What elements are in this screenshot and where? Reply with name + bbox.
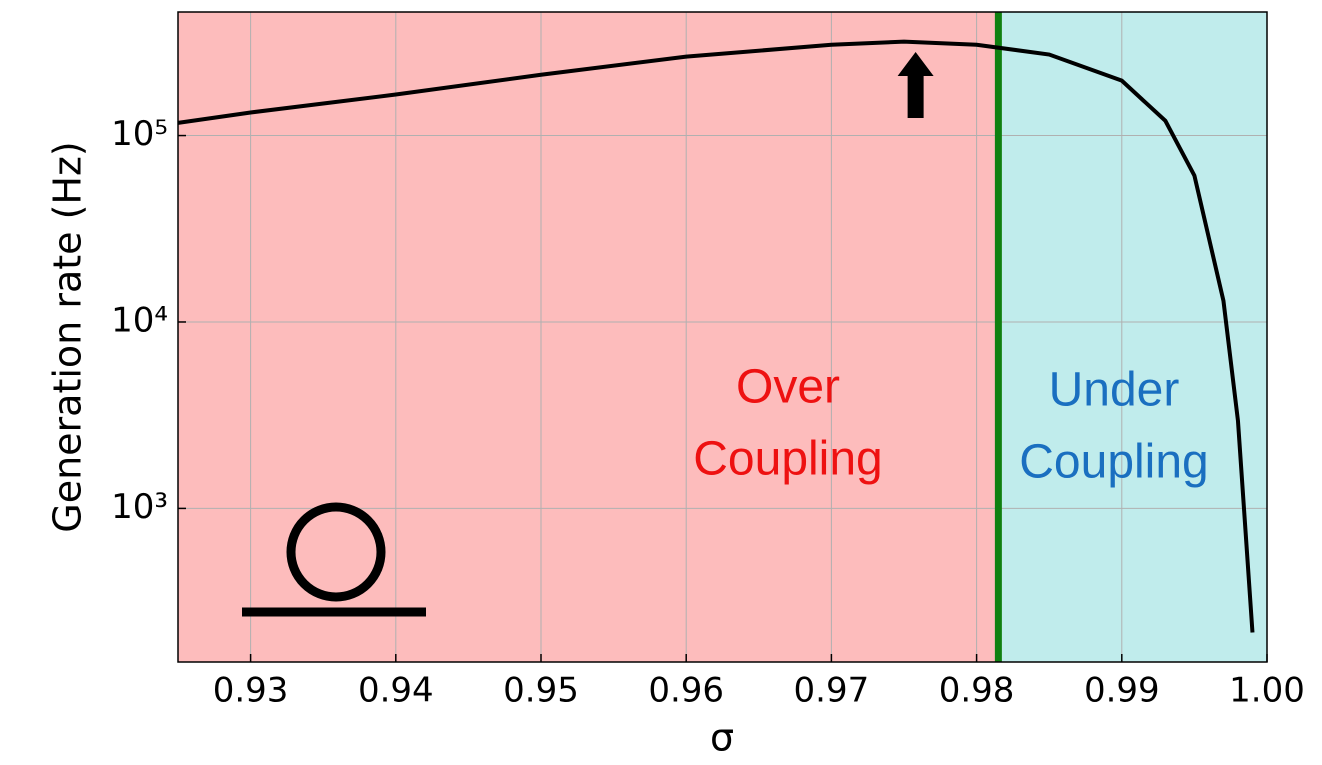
y-tick-label: 10⁴ <box>111 300 168 340</box>
x-tick-label: 0.97 <box>794 671 870 711</box>
annotation: Coupling <box>1019 436 1208 489</box>
y-tick-label: 10⁵ <box>111 114 168 154</box>
x-tick-label: 0.95 <box>503 671 579 711</box>
over-coupling-region <box>178 12 999 662</box>
x-tick-label: 0.94 <box>358 671 434 711</box>
plot-frame <box>177 11 1268 663</box>
x-tick-label: 0.99 <box>1084 671 1160 711</box>
x-axis-label: σ <box>710 716 734 760</box>
x-tick-label: 0.93 <box>213 671 289 711</box>
ring-icon <box>242 502 426 617</box>
plot-area <box>178 12 1268 662</box>
under-coupling-region <box>998 12 1267 662</box>
y-axis-label: Generation rate (Hz) <box>46 141 90 533</box>
annotation: Under <box>1049 364 1180 417</box>
y-tick-label: 10³ <box>111 487 168 527</box>
x-tick-label: 0.96 <box>648 671 724 711</box>
annotation: Coupling <box>693 433 882 486</box>
curve <box>177 39 1255 633</box>
peak-arrow <box>897 52 934 118</box>
annotation: Over <box>736 361 840 414</box>
x-tick-label: 0.98 <box>939 671 1015 711</box>
x-tick-label: 1.00 <box>1229 671 1305 711</box>
